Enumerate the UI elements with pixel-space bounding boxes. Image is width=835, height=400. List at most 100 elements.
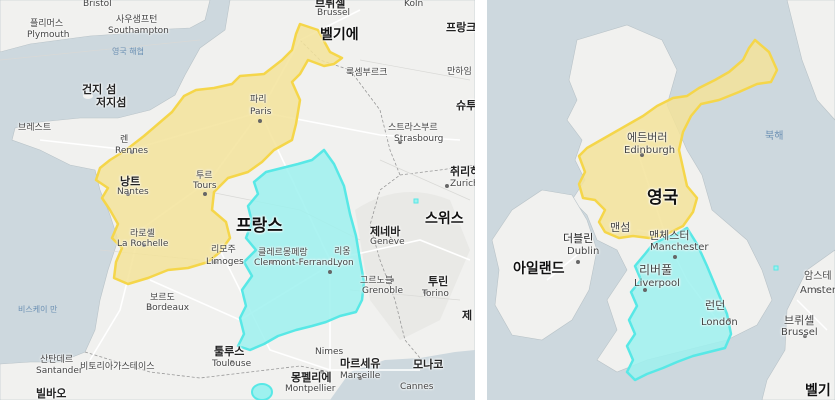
city-label-bristol: Bristol	[83, 0, 112, 9]
city-label-mannheim: 만하임	[447, 67, 472, 77]
city-label-vitoria: 비토리아가스테이스	[80, 362, 155, 372]
island-guernsey	[83, 93, 93, 99]
city-label-montpellier-ko: 몽펠리에	[291, 371, 332, 384]
overlay-north-korea	[94, 22, 344, 286]
city-label-luxembourg: 룩셈부르크	[346, 68, 388, 78]
city-label-southampton: Southampton	[108, 26, 169, 36]
city-label-amsterdam: Amsterda	[800, 285, 835, 296]
city-label-paris: Paris	[250, 107, 272, 117]
city-label-lyon: Lyon	[333, 258, 354, 268]
city-label-edinburgh: Edinburgh	[624, 145, 676, 156]
overlay-dokdo	[413, 198, 419, 204]
city-label-tours-ko: 투르	[196, 171, 213, 181]
city-label-toulouse-ko: 툴루스	[214, 345, 245, 358]
city-label-nantes-ko: 낭트	[120, 175, 141, 188]
city-label-marseille-ko: 마르세유	[340, 357, 381, 370]
city-label-monaco: 모나코	[413, 358, 444, 371]
city-label-limoges-ko: 리모주	[211, 245, 236, 255]
city-label-koln: Köln	[404, 0, 424, 9]
island-label-guernsey: 건지 섬	[82, 83, 117, 96]
city-label-santander: Santander	[36, 366, 83, 376]
sea-label-north-sea: 북해	[765, 131, 784, 142]
city-label-larochelle-ko: 라로셸	[130, 229, 155, 239]
city-label-turin: Torino	[422, 289, 449, 299]
city-label-zurich: Zurich	[450, 179, 475, 189]
city-label-limoges: Limoges	[206, 257, 244, 267]
city-label-larochelle: La Rochelle	[117, 239, 169, 249]
city-label-manchester-ko: 맨체스터	[649, 229, 690, 242]
city-label-geneva: Genève	[370, 237, 405, 247]
city-label-brussels: Brussel	[317, 8, 350, 18]
city-label-frankfurt: 프랑크퓨	[446, 21, 475, 34]
overlay-dokdo	[773, 265, 779, 271]
city-markers	[126, 119, 449, 380]
city-label-liverpool-ko: 리버풀	[639, 263, 673, 277]
city-label-clermont: Clermont-Ferrand	[254, 258, 334, 268]
city-label-brussels: Brussel	[781, 327, 818, 338]
city-label-tours: Tours	[193, 181, 217, 191]
city-label-lyon-ko: 리옹	[334, 247, 351, 257]
terrain-alps	[355, 192, 470, 340]
island-label-jersey: 저지섬	[96, 96, 127, 109]
city-label-rennes: Rennes	[115, 146, 149, 156]
land-norway	[786, 0, 835, 121]
city-label-strasbourg-ko: 스트라스부르	[388, 123, 438, 133]
country-label-uk: 영국	[647, 188, 679, 208]
city-label-cannes: Cannes	[400, 382, 434, 392]
land-continent	[761, 249, 835, 400]
mediterranean-sea	[330, 350, 475, 400]
border-france-east	[299, 39, 421, 359]
city-label-bordeaux: Bordeaux	[146, 303, 190, 313]
island-label-isle-of-man: 맨섬	[610, 221, 631, 234]
city-label-liverpool: Liverpool	[634, 278, 680, 289]
city-label-paris-ko: 파리	[250, 95, 267, 105]
country-label-switzerland: 스위스	[425, 211, 464, 227]
city-label-plymouth-ko: 플리머스	[30, 19, 64, 29]
border-france-spain	[84, 351, 331, 379]
border-swiss-germany	[399, 164, 475, 176]
map-panel-uk[interactable]: 북해 에든버러 Edinburgh 영국 더블린 Dublin 아일랜드 맨섬 …	[487, 0, 835, 400]
city-label-stuttgart: 슈투	[456, 99, 475, 112]
city-label-geneva-ko: 제네바	[370, 225, 401, 238]
overlay-north-korea	[577, 38, 779, 240]
map-canvas-left[interactable]	[0, 0, 475, 400]
city-label-london-ko: 런던	[705, 299, 726, 312]
city-label-dublin-ko: 더블린	[563, 232, 594, 245]
sea-label-biscay: 비스케이 만	[18, 305, 58, 314]
city-label-edinburgh-ko: 에든버러	[627, 131, 668, 144]
map-canvas-right[interactable]	[487, 0, 835, 400]
country-label-france: 프랑스	[236, 216, 283, 236]
country-label-ireland: 아일랜드	[513, 261, 565, 277]
city-label-grenoble-ko: 그르노블	[360, 276, 394, 286]
city-label-strasbourg: Strasbourg	[394, 134, 444, 144]
sea-label-english-channel: 영국 해협	[112, 47, 144, 56]
city-label-montpellier: Montpellier	[285, 384, 336, 394]
city-label-bordeaux-ko: 보르도	[150, 293, 175, 303]
city-label-nantes: Nantes	[117, 187, 149, 197]
city-label-grenoble: Grenoble	[362, 286, 403, 296]
city-label-turin-ko: 투린	[428, 275, 449, 288]
city-label-brussels-ko: 브뤼셀	[315, 0, 346, 10]
city-label-genova: 제	[462, 309, 473, 322]
island-jersey	[107, 97, 117, 103]
city-label-rennes-ko: 렌	[120, 135, 129, 145]
city-label-southampton-ko: 사우샘프턴	[116, 15, 158, 25]
city-label-brest: 브레스트	[18, 123, 52, 133]
city-label-clermont-ko: 클레르몽페랑	[258, 248, 308, 258]
country-label-belgium: 벨기에	[320, 27, 359, 43]
city-label-dublin: Dublin	[567, 246, 600, 257]
land-ireland	[491, 189, 598, 341]
city-label-bilbao: 빌바오	[36, 387, 67, 400]
city-label-marseille: Marseille	[340, 371, 381, 381]
city-label-santander-ko: 산탄데르	[40, 355, 74, 365]
city-label-brussels-ko: 브뤼셀	[784, 314, 815, 327]
city-label-plymouth: Plymouth	[27, 30, 70, 40]
city-label-amsterdam-ko: 암스테	[804, 271, 832, 282]
country-label-belgium: 벨기	[805, 383, 831, 399]
map-panel-france[interactable]: Bristol 브뤼셀 Brussel Köln 사우샘프턴 Southampt…	[0, 0, 475, 400]
city-label-london: London	[701, 317, 738, 328]
city-label-zurich-ko: 취리하	[450, 165, 475, 178]
city-label-manchester: Manchester	[650, 242, 709, 253]
overlay-south-korea	[236, 148, 366, 352]
city-markers	[576, 153, 819, 338]
